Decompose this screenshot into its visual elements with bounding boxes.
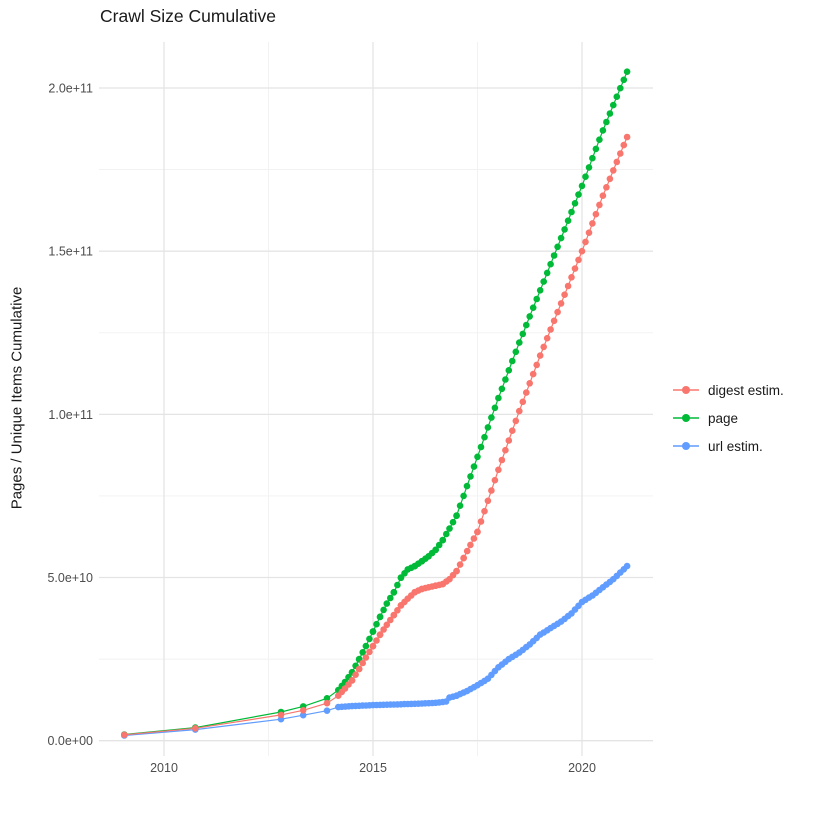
y-tick-label: 1.0e+11 (48, 408, 93, 422)
y-axis-tick-labels: 0.0e+00 5.0e+10 1.0e+11 1.5e+11 2.0e+11 (47, 82, 93, 749)
y-tick-label: 0.0e+00 (47, 734, 93, 748)
legend-item-digest-estim: digest estim. (671, 381, 784, 399)
x-axis-tick-labels: 2010 2015 2020 (150, 761, 596, 775)
x-tick-label: 2020 (568, 761, 596, 775)
chart-title: Crawl Size Cumulative (100, 6, 277, 26)
legend-item-url-estim: url estim. (671, 437, 784, 455)
x-tick-label: 2015 (359, 761, 387, 775)
series-points-url-estim (121, 562, 631, 739)
legend-item-page: page (671, 409, 784, 427)
gridlines-major (99, 42, 653, 756)
legend-label-page: page (708, 410, 739, 426)
legend-label-digest-estim: digest estim. (708, 382, 784, 398)
series-points-page (121, 68, 631, 738)
series-line-url-estim (124, 565, 628, 737)
series-points-digest-estim (121, 133, 631, 739)
series-line-page (124, 71, 628, 736)
y-tick-label: 1.5e+11 (48, 245, 93, 259)
y-tick-label: 5.0e+10 (47, 571, 93, 585)
gridlines-minor (99, 42, 653, 756)
legend-key-icon-page (673, 414, 699, 422)
y-tick-label: 2.0e+11 (48, 82, 93, 96)
legend-key-icon-url-estim (673, 442, 699, 450)
legend-label-url-estim: url estim. (708, 438, 763, 454)
x-tick-label: 2010 (150, 761, 178, 775)
legend-key-icon-digest-estim (673, 386, 699, 394)
legend: digest estim. page url estim. (671, 381, 784, 455)
